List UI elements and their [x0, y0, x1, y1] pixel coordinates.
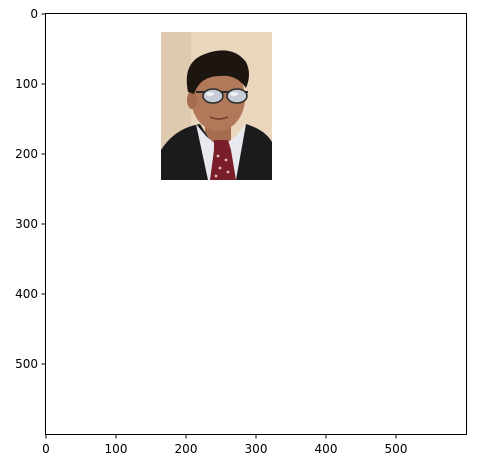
y-tick: 500 [15, 357, 46, 371]
x-tick: 500 [385, 434, 408, 456]
x-axis: 0 100 200 300 400 500 [42, 434, 408, 456]
x-tick: 300 [245, 434, 268, 456]
y-axis: 0 100 200 300 400 500 [15, 7, 46, 371]
x-tick: 100 [105, 434, 128, 456]
x-tick-label: 0 [42, 442, 50, 456]
x-tick-label: 300 [245, 442, 268, 456]
y-tick-label: 300 [15, 217, 38, 231]
x-tick-label: 400 [315, 442, 338, 456]
x-tick-label: 500 [385, 442, 408, 456]
photo-hair [186, 50, 249, 94]
portrait-image [161, 32, 272, 180]
x-tick: 200 [175, 434, 198, 456]
y-tick-label: 0 [30, 7, 38, 21]
y-tick-label: 200 [15, 147, 38, 161]
photo-sunglasses [196, 88, 248, 104]
x-tick-label: 200 [175, 442, 198, 456]
y-tick: 200 [15, 147, 46, 161]
y-tick: 300 [15, 217, 46, 231]
photo-tie [210, 140, 236, 180]
x-tick: 400 [315, 434, 338, 456]
y-tick: 400 [15, 287, 46, 301]
y-tick-label: 400 [15, 287, 38, 301]
x-tick-label: 100 [105, 442, 128, 456]
x-tick: 0 [42, 434, 50, 456]
y-tick-label: 500 [15, 357, 38, 371]
y-tick: 0 [30, 7, 46, 21]
y-tick: 100 [15, 77, 46, 91]
y-tick-label: 100 [15, 77, 38, 91]
